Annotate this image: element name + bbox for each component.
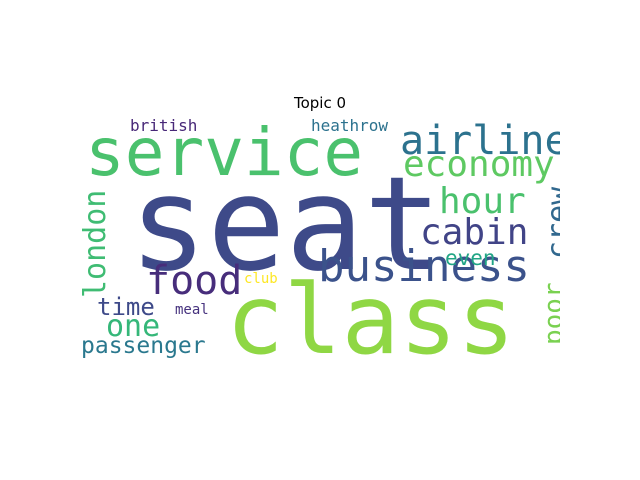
word-food: food bbox=[146, 258, 243, 304]
word-british: british bbox=[130, 117, 198, 135]
word-time: time bbox=[97, 293, 155, 321]
word-london: london bbox=[80, 189, 113, 298]
word-economy: economy bbox=[403, 144, 555, 185]
word-even: even bbox=[445, 246, 496, 270]
word-club: club bbox=[244, 271, 278, 287]
word-class: class bbox=[226, 264, 515, 367]
word-service: service bbox=[85, 117, 364, 191]
word-hour: hour bbox=[439, 181, 526, 222]
word-airline: airline bbox=[400, 118, 560, 164]
word-seat: seat bbox=[129, 148, 443, 300]
word-heathrow: heathrow bbox=[311, 117, 389, 135]
word-business: business bbox=[318, 241, 530, 292]
word-one: one bbox=[106, 309, 161, 344]
word-poor: poor bbox=[539, 282, 560, 345]
word-cloud: seat class service business airline econ… bbox=[80, 117, 560, 368]
word-passenger: passenger bbox=[81, 333, 206, 359]
word-meal: meal bbox=[175, 302, 209, 318]
word-crew: crew bbox=[541, 186, 560, 259]
figure-title: Topic 0 bbox=[293, 94, 347, 112]
word-cabin: cabin bbox=[420, 212, 529, 253]
